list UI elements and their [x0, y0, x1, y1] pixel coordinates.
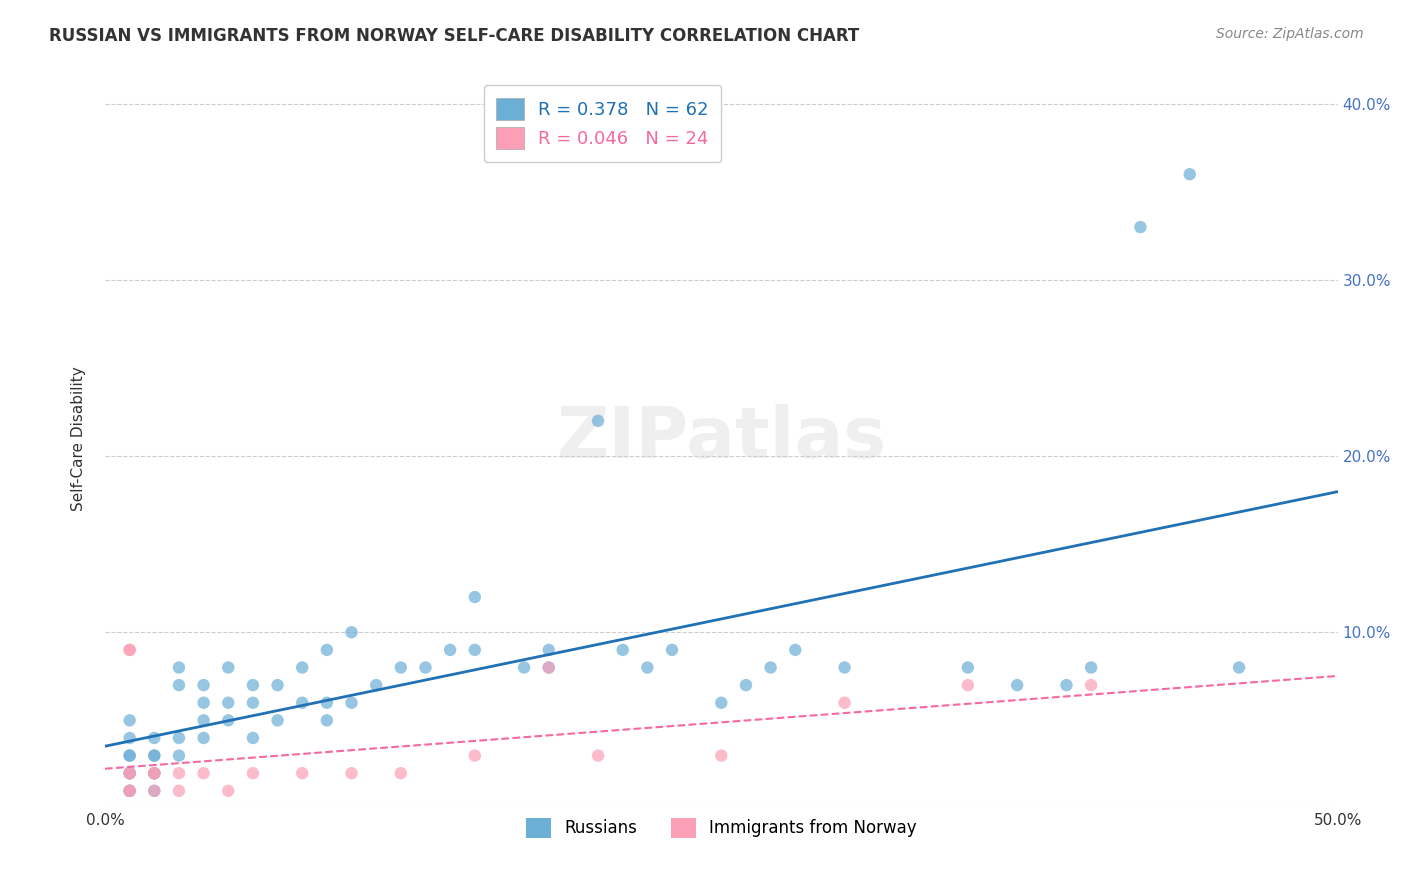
Point — [1178, 167, 1201, 181]
Point — [167, 766, 190, 780]
Point — [193, 766, 215, 780]
Point — [1227, 660, 1250, 674]
Point — [217, 714, 239, 728]
Point — [143, 766, 166, 780]
Point — [118, 714, 141, 728]
Point — [266, 678, 288, 692]
Point — [735, 678, 758, 692]
Point — [956, 678, 979, 692]
Legend: Russians, Immigrants from Norway: Russians, Immigrants from Norway — [519, 811, 924, 845]
Point — [389, 660, 412, 674]
Point — [315, 696, 337, 710]
Point — [242, 766, 264, 780]
Point — [759, 660, 782, 674]
Point — [537, 643, 560, 657]
Point — [464, 643, 486, 657]
Point — [118, 731, 141, 745]
Point — [143, 748, 166, 763]
Point — [636, 660, 658, 674]
Point — [118, 643, 141, 657]
Point — [143, 748, 166, 763]
Point — [118, 766, 141, 780]
Point — [1129, 220, 1152, 235]
Point — [193, 678, 215, 692]
Point — [1080, 678, 1102, 692]
Point — [242, 696, 264, 710]
Text: RUSSIAN VS IMMIGRANTS FROM NORWAY SELF-CARE DISABILITY CORRELATION CHART: RUSSIAN VS IMMIGRANTS FROM NORWAY SELF-C… — [49, 27, 859, 45]
Point — [710, 748, 733, 763]
Point — [586, 748, 609, 763]
Point — [167, 678, 190, 692]
Point — [193, 731, 215, 745]
Point — [167, 660, 190, 674]
Point — [439, 643, 461, 657]
Y-axis label: Self-Care Disability: Self-Care Disability — [72, 366, 86, 511]
Point — [217, 696, 239, 710]
Point — [217, 784, 239, 798]
Point — [143, 784, 166, 798]
Point — [118, 748, 141, 763]
Point — [834, 660, 856, 674]
Point — [537, 660, 560, 674]
Point — [143, 766, 166, 780]
Point — [143, 766, 166, 780]
Point — [118, 784, 141, 798]
Point — [167, 784, 190, 798]
Point — [1005, 678, 1028, 692]
Point — [1056, 678, 1078, 692]
Point — [366, 678, 388, 692]
Point — [340, 696, 363, 710]
Point — [710, 696, 733, 710]
Point — [612, 643, 634, 657]
Point — [118, 784, 141, 798]
Point — [415, 660, 437, 674]
Point — [291, 696, 314, 710]
Point — [242, 731, 264, 745]
Point — [389, 766, 412, 780]
Point — [167, 748, 190, 763]
Point — [513, 660, 536, 674]
Point — [118, 766, 141, 780]
Point — [315, 643, 337, 657]
Point — [118, 748, 141, 763]
Point — [118, 784, 141, 798]
Point — [143, 766, 166, 780]
Point — [118, 784, 141, 798]
Text: Source: ZipAtlas.com: Source: ZipAtlas.com — [1216, 27, 1364, 41]
Point — [143, 731, 166, 745]
Point — [537, 660, 560, 674]
Point — [143, 784, 166, 798]
Point — [193, 714, 215, 728]
Point — [217, 660, 239, 674]
Point — [118, 766, 141, 780]
Point — [834, 696, 856, 710]
Text: ZIPatlas: ZIPatlas — [557, 404, 886, 473]
Point — [266, 714, 288, 728]
Point — [242, 678, 264, 692]
Point — [315, 714, 337, 728]
Point — [661, 643, 683, 657]
Point — [464, 748, 486, 763]
Point — [464, 590, 486, 604]
Point — [586, 414, 609, 428]
Point — [785, 643, 807, 657]
Point — [118, 643, 141, 657]
Point — [340, 625, 363, 640]
Point — [167, 731, 190, 745]
Point — [193, 696, 215, 710]
Point — [956, 660, 979, 674]
Point — [1080, 660, 1102, 674]
Point — [291, 660, 314, 674]
Point — [340, 766, 363, 780]
Point — [118, 766, 141, 780]
Point — [291, 766, 314, 780]
